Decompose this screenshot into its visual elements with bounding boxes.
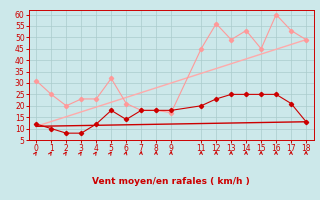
- Text: Vent moyen/en rafales ( km/h ): Vent moyen/en rafales ( km/h ): [92, 178, 250, 186]
